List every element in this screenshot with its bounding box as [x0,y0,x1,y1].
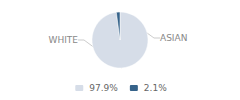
svg-text:WHITE: WHITE [48,35,78,45]
svg-text:2.1%: 2.1% [144,83,167,93]
svg-text:ASIAN: ASIAN [160,33,187,43]
svg-text:97.9%: 97.9% [89,83,118,93]
